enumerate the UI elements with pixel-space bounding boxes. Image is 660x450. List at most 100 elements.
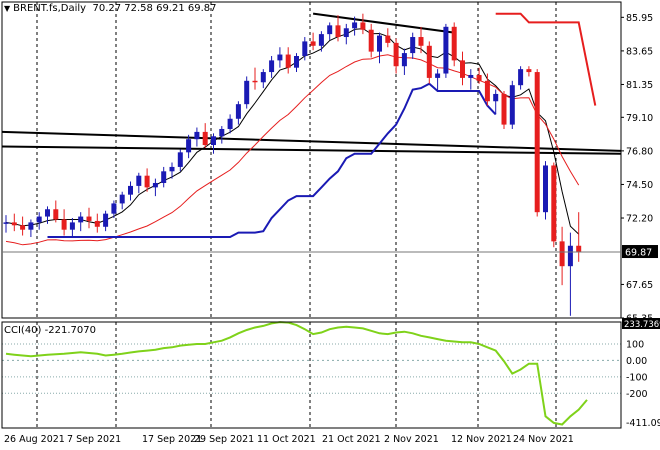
- candle-body: [202, 131, 208, 146]
- candle-body: [294, 56, 299, 68]
- x-tick-label: 24 Nov 2021: [513, 434, 574, 445]
- candle-body: [36, 216, 42, 223]
- candle-body: [152, 182, 158, 188]
- candle-body: [11, 222, 17, 226]
- candle-body: [244, 80, 250, 105]
- collapse-triangle-icon[interactable]: ▼: [4, 4, 11, 13]
- candle-body: [86, 216, 92, 221]
- candle-body: [161, 171, 167, 183]
- candle-body: [385, 35, 391, 43]
- candle-body: [352, 22, 358, 29]
- blue-envelope-line: [47, 82, 497, 238]
- y-tick-label: 83.65: [626, 46, 653, 57]
- candle-body: [443, 26, 449, 74]
- candle-body: [103, 213, 109, 227]
- candle-body: [119, 194, 125, 204]
- candle-body: [460, 60, 465, 78]
- candle-body: [518, 69, 524, 86]
- candle-body: [426, 45, 432, 78]
- indicator-lines: [1, 12, 622, 246]
- cci-y-tick-label: -100: [626, 372, 648, 383]
- cci-y-tick-label: 100: [626, 339, 644, 350]
- candle-body: [318, 34, 324, 46]
- x-tick-label: 12 Nov 2021: [451, 434, 512, 445]
- cci-y-tick-label: -411.093: [626, 418, 660, 429]
- red-envelope-line: [495, 12, 597, 106]
- ma-slow-line: [5, 54, 580, 246]
- x-tick-label: 21 Oct 2021: [322, 434, 381, 445]
- candle-body: [451, 26, 457, 61]
- ohlc-label: 70.27 72.58 69.21 69.87: [92, 3, 217, 14]
- grid-lines: [36, 2, 557, 428]
- candles: [3, 13, 582, 316]
- symbol-label: BRENT.fs: [13, 3, 58, 14]
- ma-fast-line: [5, 28, 580, 235]
- short-trendline: [312, 12, 455, 34]
- candle-body: [136, 175, 142, 186]
- candle-body: [53, 209, 59, 220]
- y-tick-label: 79.10: [626, 113, 653, 124]
- candle-body: [260, 72, 266, 83]
- y-tick-label: 67.65: [626, 280, 653, 291]
- candle-body: [94, 220, 100, 227]
- candle-body: [219, 128, 225, 137]
- current-price-label: 69.87: [625, 248, 652, 259]
- long-trendline-lower: [1, 145, 622, 155]
- candle-body: [20, 225, 26, 230]
- long-trendline-upper: [1, 130, 622, 152]
- candle-body: [501, 93, 507, 125]
- candle-body: [128, 185, 133, 195]
- cci-y-tick-label: -200: [626, 389, 648, 400]
- current-price-box: [622, 245, 658, 259]
- candle-body: [368, 29, 374, 52]
- candle-body: [302, 41, 308, 57]
- cci-value: -221.7070: [44, 325, 96, 336]
- y-tick-label: 81.35: [626, 80, 653, 91]
- cci-panel-frame: [1, 321, 622, 429]
- cci-header: CCI(40) -221.7070: [4, 325, 96, 336]
- x-tick-label: 7 Sep 2021: [67, 434, 121, 445]
- x-tick-label: 29 Sep 2021: [194, 434, 254, 445]
- candle-body: [177, 152, 183, 167]
- timeframe-label: Daily: [60, 3, 87, 14]
- candle-body: [476, 74, 482, 81]
- y-tick-label: 74.50: [626, 180, 653, 191]
- candle-body: [269, 60, 275, 73]
- candle-body: [144, 175, 150, 188]
- candle-body: [435, 73, 441, 78]
- cci-panel: [2, 321, 621, 426]
- x-tick-label: 11 Oct 2021: [257, 434, 316, 445]
- x-tick-label: 2 Nov 2021: [384, 434, 439, 445]
- candle-body: [410, 37, 416, 54]
- candle-body: [509, 85, 515, 125]
- price-panel-frame: [1, 1, 622, 319]
- candle-body: [227, 118, 233, 129]
- candle-body: [393, 42, 399, 67]
- candle-body: [534, 72, 540, 213]
- candle-body: [559, 241, 565, 267]
- y-tick-label: 72.20: [626, 214, 653, 225]
- candle-body: [194, 131, 200, 140]
- candle-body: [169, 166, 175, 172]
- candle-body: [484, 80, 490, 102]
- candle-body: [526, 69, 532, 73]
- cci-max-box: [622, 318, 660, 329]
- candle-body: [78, 216, 84, 223]
- candle-body: [551, 165, 557, 242]
- candle-body: [335, 25, 341, 38]
- candle-body: [252, 80, 258, 83]
- candle-body: [69, 222, 75, 230]
- candle-body: [28, 222, 34, 230]
- x-tick-label: 26 Aug 2021: [4, 434, 65, 445]
- candle-body: [277, 54, 283, 61]
- candle-body: [111, 203, 117, 214]
- candle-body: [377, 35, 382, 52]
- cci-y-tick-label: 0.00: [626, 356, 647, 367]
- candle-body: [493, 93, 499, 102]
- cci-y-tick-label: 233.7369: [624, 320, 660, 330]
- cci-name: CCI(40): [4, 325, 42, 336]
- candle-body: [3, 222, 9, 224]
- candle-body: [543, 165, 548, 213]
